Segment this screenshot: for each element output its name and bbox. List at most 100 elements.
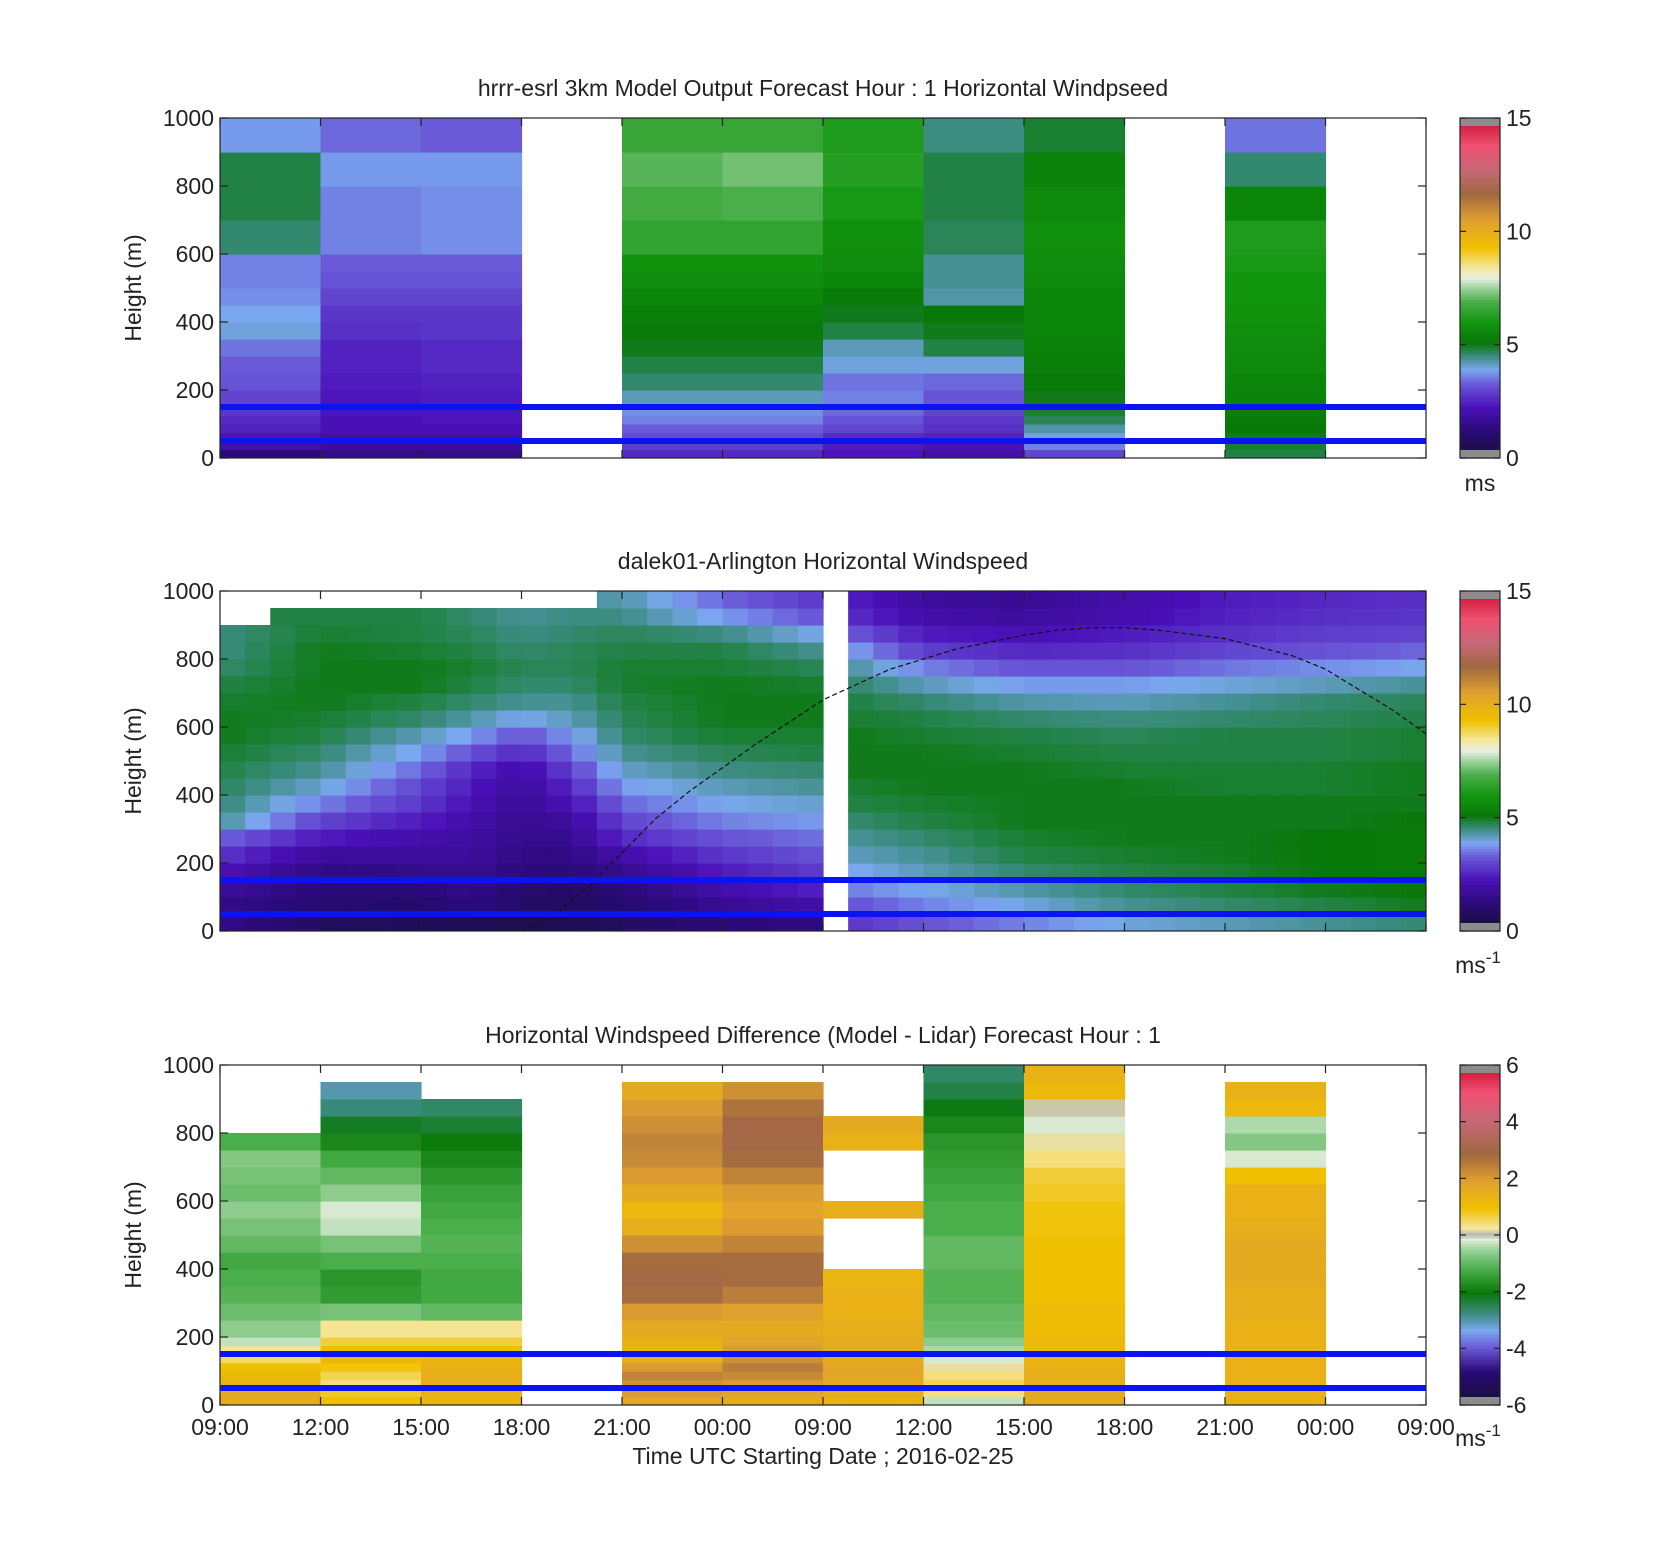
- colorbar-segment: [1460, 826, 1500, 830]
- heatmap-cell: [421, 271, 523, 289]
- heatmap-cell: [848, 829, 874, 847]
- colorbar-segment: [1460, 780, 1500, 785]
- heatmap-cell: [596, 863, 623, 881]
- heatmap-cell: [848, 778, 874, 796]
- heatmap-cell: [245, 710, 271, 728]
- colorbar-segment: [1460, 746, 1500, 751]
- colorbar-segment: [1460, 1373, 1500, 1378]
- heatmap-cell: [1074, 778, 1100, 796]
- heatmap-cell: [1400, 761, 1426, 779]
- heatmap-cell: [747, 897, 774, 915]
- heatmap-cell: [546, 761, 573, 779]
- heatmap-cell: [1225, 254, 1327, 272]
- heatmap-cell: [998, 812, 1025, 830]
- colorbar-segment: [1460, 812, 1500, 816]
- colorbar-segment: [1460, 126, 1500, 130]
- heatmap-cell: [948, 880, 975, 898]
- heatmap-cell: [622, 407, 724, 417]
- colorbar-tick-label: 5: [1506, 805, 1519, 831]
- heatmap-cell: [320, 693, 347, 711]
- heatmap-cell: [747, 676, 774, 694]
- heatmap-cell: [973, 659, 1000, 677]
- heatmap-cell: [622, 608, 648, 626]
- heatmap-cell: [622, 625, 648, 643]
- heatmap-cell: [546, 846, 573, 864]
- heatmap-cell: [446, 761, 472, 779]
- heatmap-cell: [1350, 710, 1377, 728]
- heatmap-cell: [1225, 846, 1251, 864]
- heatmap-cell: [395, 710, 422, 728]
- heatmap-cell: [320, 1396, 422, 1405]
- colorbar-segment: [1460, 613, 1500, 618]
- heatmap-cell: [647, 863, 673, 881]
- heatmap-cell: [345, 795, 372, 813]
- heatmap-cell: [496, 812, 523, 830]
- colorbar-segment: [1460, 1147, 1500, 1151]
- colorbar-segment: [1460, 1107, 1500, 1111]
- colorbar-over-cap: [1460, 1065, 1500, 1073]
- heatmap-cell: [295, 914, 322, 931]
- heatmap-cell: [973, 863, 1000, 881]
- heatmap-cell: [998, 761, 1025, 779]
- colorbar-segment: [1460, 1345, 1500, 1349]
- heatmap-cell: [1225, 1269, 1327, 1287]
- heatmap-cell: [672, 659, 698, 677]
- heatmap-cell: [973, 897, 1000, 915]
- heatmap-cell: [923, 880, 950, 898]
- heatmap-cell: [320, 322, 422, 340]
- heatmap-cell: [421, 449, 523, 458]
- heatmap-cell: [622, 1371, 724, 1381]
- heatmap-cell: [370, 693, 397, 711]
- colorbar-segment: [1460, 647, 1500, 652]
- colorbar-segment: [1460, 792, 1500, 796]
- colorbar-segment: [1460, 1082, 1500, 1086]
- heatmap-cell: [948, 659, 975, 677]
- heatmap-cell: [797, 812, 824, 830]
- colorbar-under-cap: [1460, 450, 1500, 458]
- heatmap-cell: [923, 1345, 1025, 1355]
- heatmap-cell: [220, 897, 246, 915]
- heatmap-cell: [1300, 608, 1327, 626]
- colorbar-segment: [1460, 228, 1500, 232]
- heatmap-cell: [1024, 1286, 1126, 1304]
- heatmap-cell: [295, 795, 322, 813]
- colorbar-segment: [1460, 344, 1500, 349]
- heatmap-cell: [747, 863, 774, 881]
- heatmap-cell: [220, 1150, 322, 1168]
- heatmap-cell: [345, 659, 372, 677]
- heatmap-cell: [496, 642, 523, 660]
- heatmap-cell: [622, 1235, 724, 1253]
- heatmap-cell: [571, 659, 598, 677]
- heatmap-cell: [1074, 625, 1100, 643]
- colorbar-segment: [1460, 384, 1500, 388]
- heatmap-cell: [1275, 897, 1301, 915]
- heatmap-cell: [772, 795, 799, 813]
- heatmap-cell: [270, 642, 296, 660]
- heatmap-cell: [722, 1116, 824, 1134]
- colorbar-segment: [1460, 761, 1500, 765]
- heatmap-cell: [220, 1396, 322, 1405]
- heatmap-cell: [1275, 914, 1301, 931]
- heatmap-cell: [1124, 608, 1151, 626]
- colorbar-unit: ms: [1465, 470, 1496, 496]
- heatmap-cell: [1174, 812, 1201, 830]
- heatmap-cell: [848, 659, 874, 677]
- reference-lines: [220, 404, 1426, 444]
- heatmap-cell: [245, 642, 271, 660]
- heatmap-cell: [722, 254, 824, 272]
- heatmap-cell: [823, 1133, 925, 1151]
- heatmap-cell: [320, 1252, 422, 1270]
- heatmap-cell: [1099, 591, 1126, 609]
- heatmap-cell: [546, 795, 573, 813]
- heatmap-cell: [772, 863, 799, 881]
- heatmap-cell: [1199, 812, 1226, 830]
- heatmap-cell: [446, 778, 472, 796]
- colorbar-segment: [1460, 1181, 1500, 1185]
- heatmap-cell: [1024, 761, 1050, 779]
- heatmap-cell: [1325, 863, 1352, 881]
- heatmap-cell: [873, 710, 899, 728]
- heatmap-cell: [1325, 710, 1352, 728]
- colorbar-segment: [1460, 191, 1500, 196]
- heatmap-cell: [898, 676, 925, 694]
